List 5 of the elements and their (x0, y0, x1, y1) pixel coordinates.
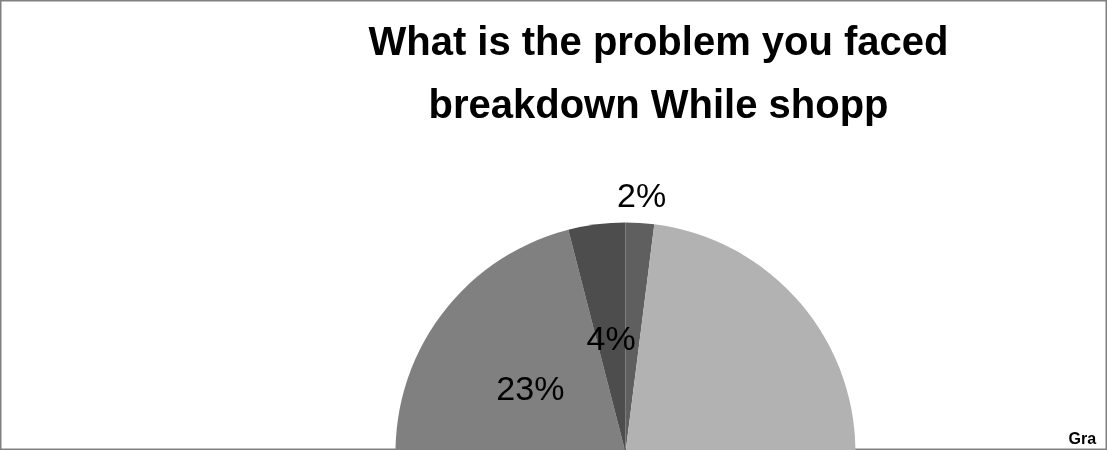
data-label: 4% (586, 319, 636, 358)
text: Gra (1068, 430, 1097, 447)
data-label: 2% (617, 176, 667, 215)
data-label: 23% (496, 368, 565, 407)
chart-title: What is the problem you faced breakdown While shopp (368, 18, 949, 127)
